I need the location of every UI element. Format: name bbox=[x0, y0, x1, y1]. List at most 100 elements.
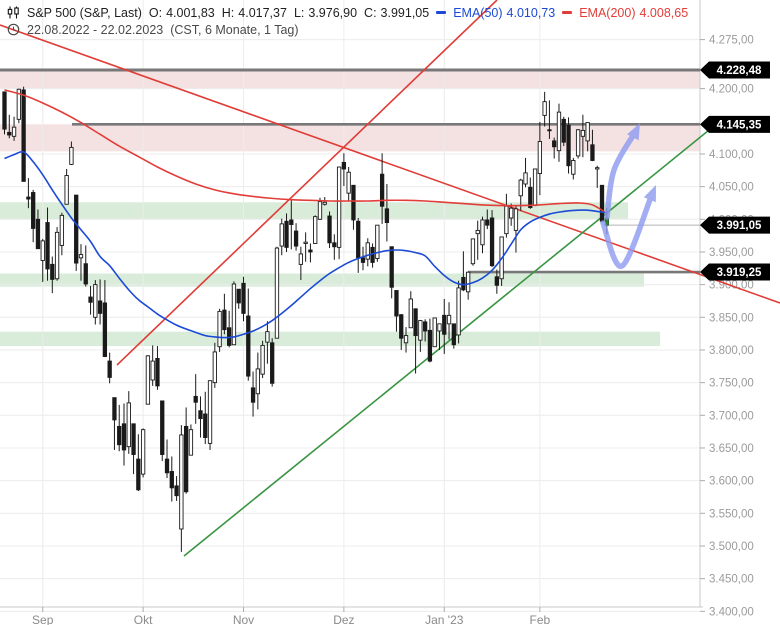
candle[interactable] bbox=[308, 243, 313, 263]
candle[interactable] bbox=[107, 352, 112, 384]
candle[interactable] bbox=[532, 168, 538, 207]
candle[interactable] bbox=[145, 355, 151, 405]
candle[interactable] bbox=[375, 224, 380, 262]
candle[interactable] bbox=[26, 178, 31, 209]
candle[interactable] bbox=[246, 288, 251, 381]
candle[interactable] bbox=[241, 276, 246, 322]
candle[interactable] bbox=[54, 227, 60, 281]
candle[interactable] bbox=[164, 439, 170, 479]
candle[interactable] bbox=[40, 238, 45, 283]
candle[interactable] bbox=[35, 209, 41, 250]
candle[interactable] bbox=[442, 299, 447, 354]
candle[interactable] bbox=[289, 200, 294, 250]
candle[interactable] bbox=[140, 428, 146, 478]
candle[interactable] bbox=[284, 213, 289, 252]
candle[interactable] bbox=[456, 280, 461, 344]
candle[interactable] bbox=[365, 238, 370, 267]
candle[interactable] bbox=[217, 308, 222, 352]
candle[interactable] bbox=[528, 177, 533, 209]
candle[interactable] bbox=[446, 302, 452, 340]
uptrend-line-steep[interactable] bbox=[116, 0, 498, 366]
candle[interactable] bbox=[50, 256, 55, 294]
candle[interactable] bbox=[69, 141, 74, 166]
candle[interactable] bbox=[590, 129, 595, 162]
candle[interactable] bbox=[303, 232, 308, 262]
candle[interactable] bbox=[198, 396, 203, 438]
horizontal-level-lines[interactable] bbox=[0, 68, 770, 274]
candle[interactable] bbox=[298, 246, 304, 281]
candle[interactable] bbox=[437, 323, 442, 350]
candle[interactable] bbox=[188, 424, 194, 456]
candle[interactable] bbox=[93, 280, 98, 325]
candle[interactable] bbox=[413, 308, 418, 374]
candle[interactable] bbox=[255, 352, 260, 410]
candle[interactable] bbox=[489, 210, 495, 267]
candle[interactable] bbox=[552, 137, 557, 159]
candle[interactable] bbox=[155, 346, 160, 390]
candle[interactable] bbox=[293, 223, 299, 251]
candle[interactable] bbox=[327, 211, 332, 249]
candle[interactable] bbox=[59, 212, 65, 256]
candle[interactable] bbox=[580, 114, 586, 158]
candle[interactable] bbox=[279, 218, 284, 256]
scenario-dip-then-rally-arrow[interactable] bbox=[600, 185, 656, 269]
candle[interactable] bbox=[74, 194, 79, 271]
candle[interactable] bbox=[2, 91, 7, 135]
candle[interactable] bbox=[336, 166, 342, 260]
candle[interactable] bbox=[150, 345, 155, 386]
candle[interactable] bbox=[523, 157, 528, 188]
candle[interactable] bbox=[561, 116, 566, 147]
candle[interactable] bbox=[556, 103, 562, 162]
candle[interactable] bbox=[313, 215, 318, 244]
candle[interactable] bbox=[136, 434, 141, 492]
candle[interactable] bbox=[21, 86, 26, 182]
candle[interactable] bbox=[599, 184, 605, 223]
candle[interactable] bbox=[45, 207, 50, 281]
candle[interactable] bbox=[451, 323, 456, 349]
candle[interactable] bbox=[207, 380, 213, 450]
candle[interactable] bbox=[102, 280, 108, 358]
ema200-line[interactable] bbox=[4, 89, 608, 215]
candle[interactable] bbox=[131, 423, 136, 475]
trendlines[interactable] bbox=[0, 0, 780, 557]
candle[interactable] bbox=[399, 314, 404, 350]
candle[interactable] bbox=[585, 122, 590, 152]
candle[interactable] bbox=[270, 338, 275, 387]
candle[interactable] bbox=[236, 288, 241, 309]
candle[interactable] bbox=[422, 319, 428, 342]
candle[interactable] bbox=[193, 374, 198, 424]
candle[interactable] bbox=[222, 293, 227, 335]
candle[interactable] bbox=[360, 246, 366, 271]
candle[interactable] bbox=[112, 397, 117, 450]
candle[interactable] bbox=[117, 404, 122, 452]
candle[interactable] bbox=[542, 91, 547, 127]
candle[interactable] bbox=[351, 184, 356, 230]
candle[interactable] bbox=[537, 121, 543, 196]
candle[interactable] bbox=[418, 319, 423, 352]
candle[interactable] bbox=[432, 317, 437, 348]
candle[interactable] bbox=[566, 117, 571, 174]
candle[interactable] bbox=[250, 371, 256, 417]
candle[interactable] bbox=[78, 244, 84, 281]
candle[interactable] bbox=[466, 271, 471, 300]
candle[interactable] bbox=[64, 168, 69, 205]
candle[interactable] bbox=[475, 220, 480, 260]
candle[interactable] bbox=[11, 116, 17, 141]
ema50-line[interactable] bbox=[4, 150, 607, 339]
candle[interactable] bbox=[212, 342, 217, 388]
candle[interactable] bbox=[83, 245, 88, 287]
candle[interactable] bbox=[160, 400, 165, 462]
candle[interactable] bbox=[571, 157, 576, 180]
uptrend-line[interactable] bbox=[183, 125, 715, 557]
candle[interactable] bbox=[389, 246, 394, 299]
candle[interactable] bbox=[427, 318, 433, 363]
candle[interactable] bbox=[494, 269, 499, 294]
candle[interactable] bbox=[509, 203, 514, 226]
scenario-direct-rally-arrow[interactable] bbox=[604, 123, 640, 220]
candle[interactable] bbox=[88, 285, 93, 315]
candle[interactable] bbox=[480, 216, 485, 254]
candle[interactable] bbox=[126, 391, 131, 454]
candle[interactable] bbox=[183, 407, 189, 494]
candle[interactable] bbox=[547, 100, 552, 139]
